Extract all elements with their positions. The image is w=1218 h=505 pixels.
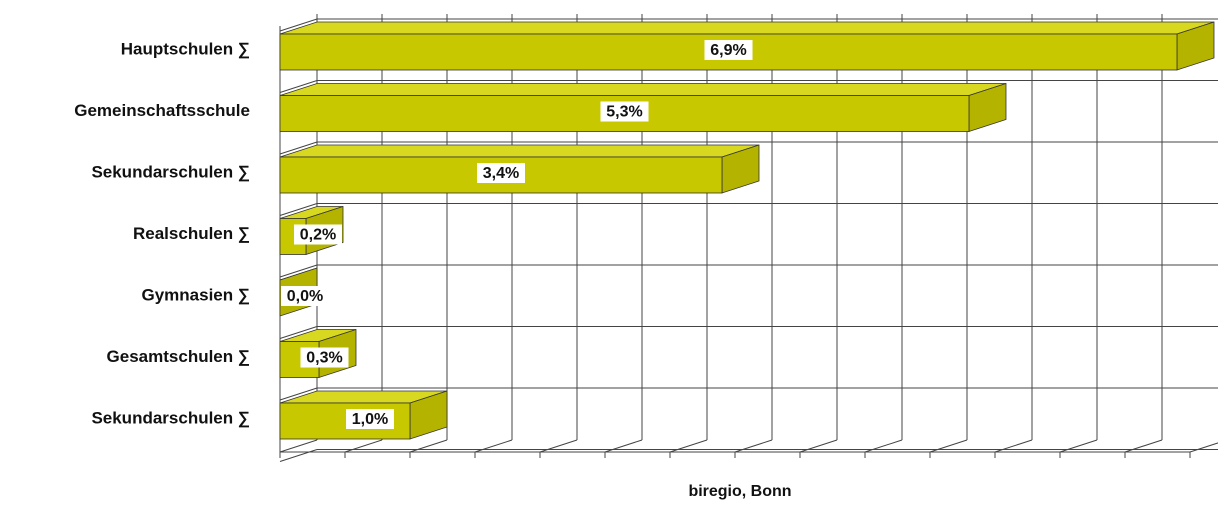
grid-line [1189,442,1218,453]
value-label: 1,0% [352,411,388,428]
row-line [279,141,318,155]
value-label: 3,4% [483,165,519,182]
bar-top [279,144,760,158]
grid-line [474,439,513,453]
value-label: 0,3% [306,350,342,367]
value-label-bg [704,40,753,60]
value-label-bg [294,224,342,245]
grid-line [734,439,773,453]
grid-line [539,439,578,453]
grid-line [1059,439,1098,453]
grid-line [409,439,448,453]
bar-top [279,83,1007,96]
value-label: 0,2% [300,227,336,244]
value-label-bg [600,101,649,122]
value-label: 0,0% [287,288,323,305]
value-label-bg [346,409,394,429]
grid-line [864,439,903,453]
category-label: Gesamtschulen ∑ [107,347,250,366]
value-label-bg [300,347,349,368]
category-label: Gemeinschaftsschule [74,101,250,120]
row-line [279,326,318,339]
grid-line [799,439,838,453]
bar-top [279,21,1215,35]
category-label: Sekundarschulen ∑ [91,408,250,427]
grid-line [669,439,708,453]
grid-line [344,439,383,453]
grid-line [604,439,643,453]
row-line [279,449,318,462]
category-label: Sekundarschulen ∑ [91,162,250,181]
row-line [279,264,318,278]
grid-line [994,439,1033,453]
value-label-bg [477,163,525,183]
value-label: 6,9% [710,42,746,59]
category-label: Gymnasien ∑ [142,285,251,304]
grid-line [929,439,968,453]
category-label: Hauptschulen ∑ [121,39,250,58]
grid-line [1124,439,1163,453]
category-label: Realschulen ∑ [133,224,250,243]
value-label: 5,3% [606,104,642,121]
caption: biregio, Bonn [688,483,791,500]
grid-line [279,439,318,453]
row-line [279,18,318,32]
row-line [279,80,318,93]
row-line [279,203,318,216]
row-line [279,387,318,401]
value-label-bg [281,286,329,306]
